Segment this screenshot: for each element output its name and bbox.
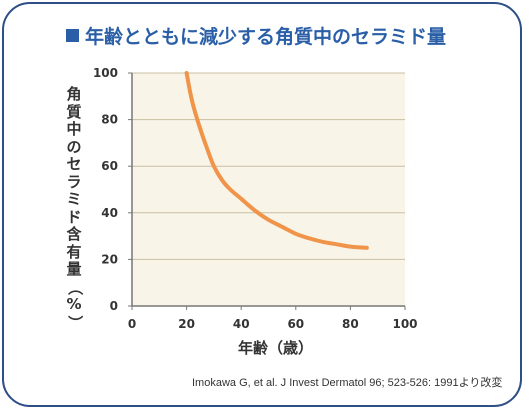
x-axis-label: 年齢（歳） xyxy=(238,339,314,357)
y-tick-label-60: 60 xyxy=(101,159,118,173)
y-tick-label-0: 0 xyxy=(110,299,118,313)
y-tick-labels: 0 20 40 60 80 100 xyxy=(93,66,132,313)
plot-area xyxy=(132,73,405,306)
y-axis-label: 角質中のセラミド含有量（%） xyxy=(65,85,84,330)
chart-title: 年齢とともに減少する角質中のセラミド量 xyxy=(66,22,446,49)
x-tick-label-40: 40 xyxy=(233,317,250,331)
axes xyxy=(131,73,405,307)
y-tick-label-80: 80 xyxy=(101,113,118,127)
y-tick-label-100: 100 xyxy=(93,66,118,80)
citation: Imokawa G, et al. J Invest Dermatol 96; … xyxy=(192,377,503,389)
y-tick-label-20: 20 xyxy=(101,252,118,266)
grid-lines xyxy=(132,72,405,260)
x-tick-label-80: 80 xyxy=(342,317,359,331)
chart-title-text: 年齢とともに減少する角質中のセラミド量 xyxy=(85,26,447,48)
x-tick-label-20: 20 xyxy=(178,317,195,331)
y-tick-label-40: 40 xyxy=(101,206,118,220)
title-square-icon xyxy=(66,29,79,42)
x-tick-label-100: 100 xyxy=(392,317,417,331)
x-tick-label-60: 60 xyxy=(287,317,304,331)
data-series-line xyxy=(184,71,369,250)
x-tick-labels: 0 20 40 60 80 100 xyxy=(128,306,418,331)
x-tick-label-0: 0 xyxy=(128,317,136,331)
